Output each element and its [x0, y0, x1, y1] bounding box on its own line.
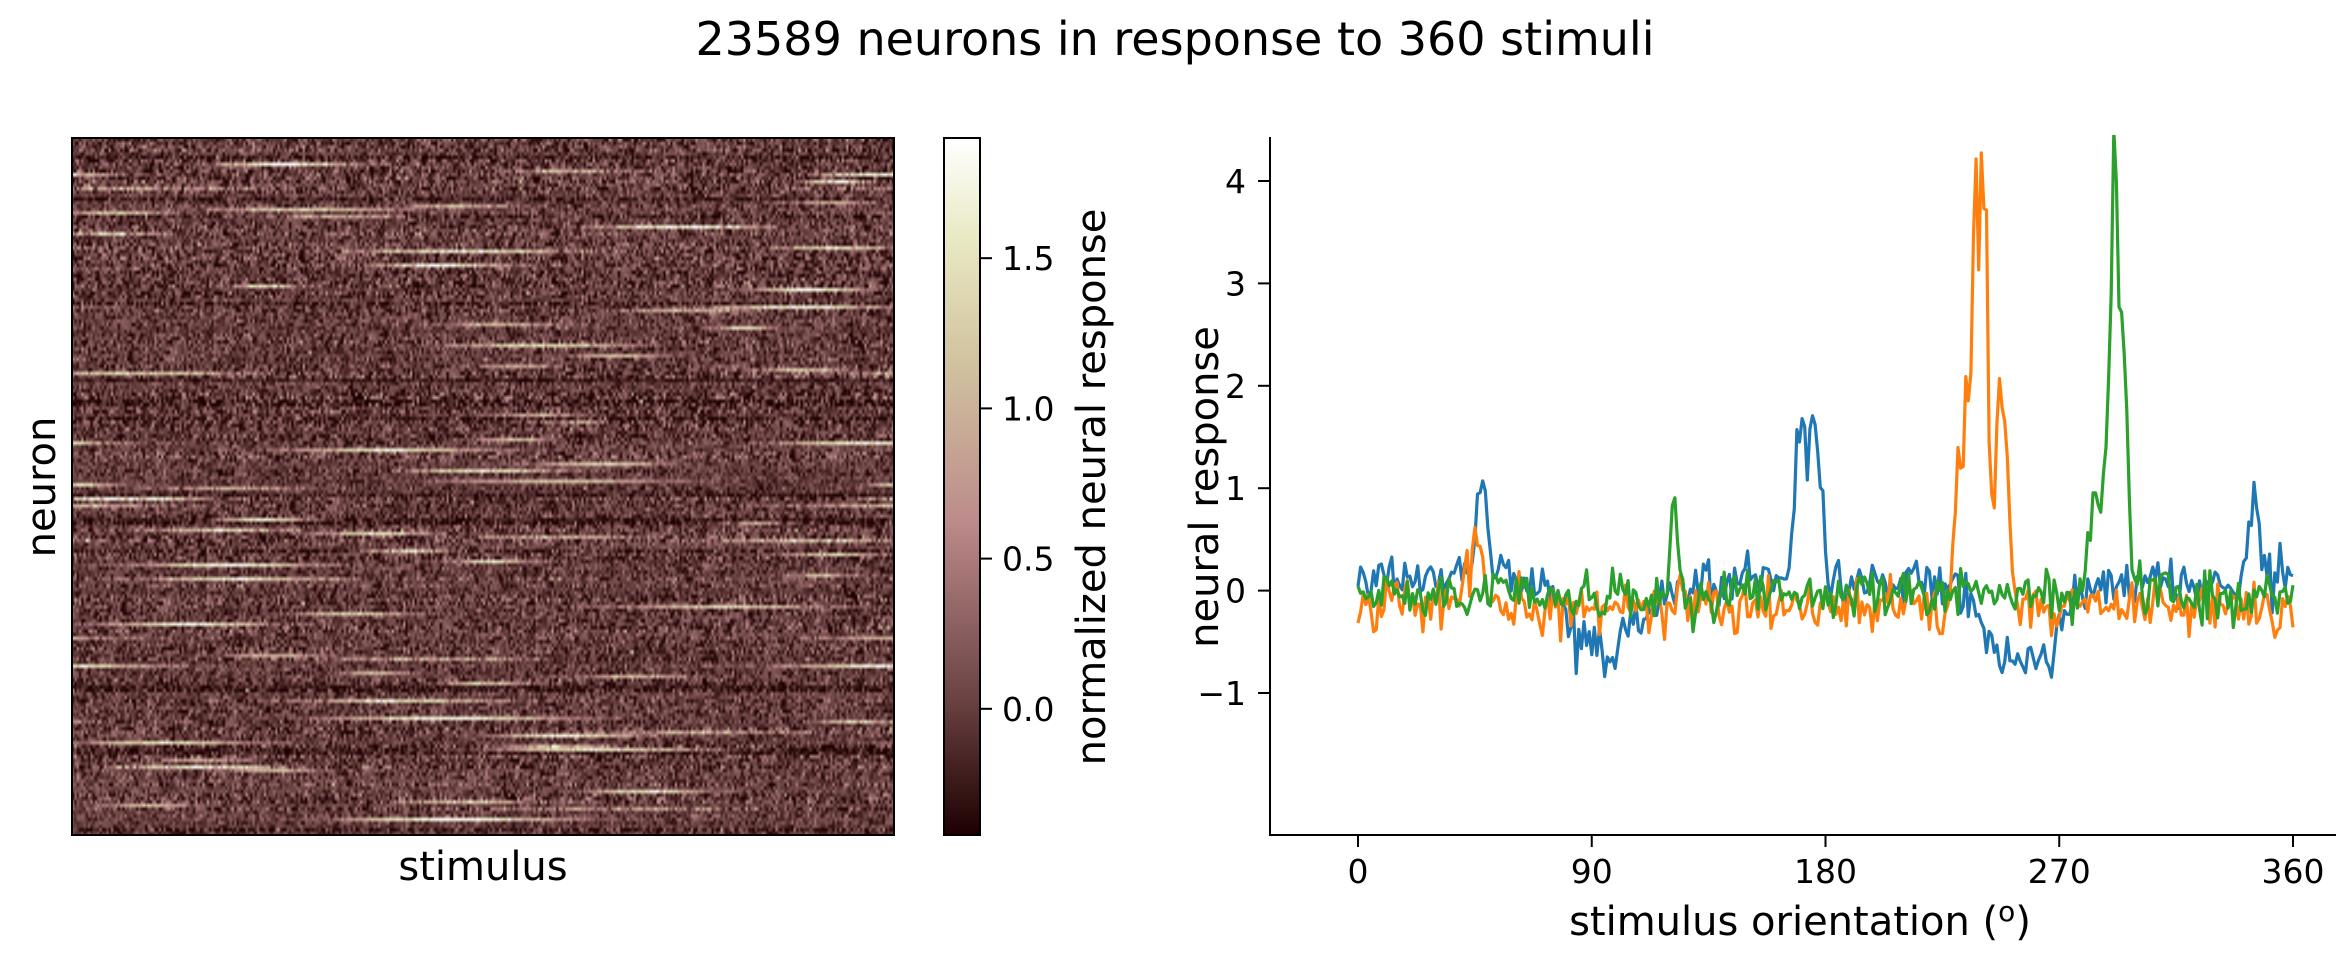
heatmap-xlabel: stimulus	[398, 844, 567, 890]
series-line-neuron-1	[1356, 414, 2294, 679]
y-tick-label: −1	[1197, 674, 1246, 713]
colorbar-tick-label: 1.0	[1002, 389, 1054, 428]
heatmap-ylabel: neuron	[19, 417, 65, 558]
line-panel: 0 90 180 270 360 −1 0 1 2 3 4 stimulus orientatio…	[1182, 135, 2336, 945]
x-tick-label: 0	[1348, 852, 1369, 891]
colorbar-label: normalized neural response	[1069, 209, 1115, 766]
y-tick-label: 3	[1225, 264, 1246, 303]
y-tick-label: 4	[1225, 162, 1246, 201]
x-tick-label: 270	[2028, 852, 2091, 891]
colorbar-gradient	[943, 137, 981, 836]
y-tick-label: 2	[1225, 367, 1246, 406]
y-tick-label: 0	[1225, 572, 1246, 611]
heatmap-frame	[71, 137, 895, 836]
y-tick-label: 1	[1225, 469, 1246, 508]
x-tick-label: 360	[2262, 852, 2325, 891]
figure-title: 23589 neurons in response to 360 stimuli	[696, 12, 1655, 66]
series-line-neuron-3	[1356, 135, 2295, 634]
heatmap-image	[72, 138, 894, 835]
colorbar-tick-label: 0.5	[1002, 540, 1054, 579]
colorbar: 0.0 0.5 1.0 1.5 normalized neural response	[943, 137, 1115, 836]
x-tick-label: 90	[1571, 852, 1613, 891]
colorbar-tick-label: 1.5	[1002, 239, 1054, 278]
line-ylabel: neural response	[1182, 326, 1228, 648]
line-xlabel: stimulus orientation (o)	[1569, 895, 2031, 945]
colorbar-tick-label: 0.0	[1002, 690, 1054, 729]
heatmap-panel: stimulus neuron	[19, 137, 895, 890]
x-tick-label: 180	[1794, 852, 1857, 891]
